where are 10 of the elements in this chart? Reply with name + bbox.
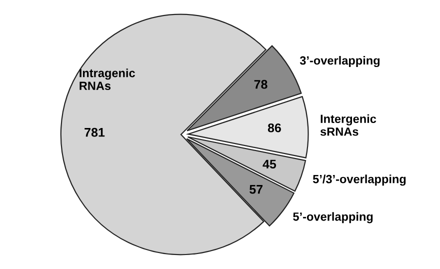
- slice-label: 5’-overlapping: [293, 212, 373, 224]
- data-label: 45: [262, 160, 276, 169]
- slice-label: 5’/3’-overlapping: [312, 174, 406, 186]
- data-label: 78: [254, 80, 268, 89]
- data-label: 86: [268, 123, 281, 132]
- data-label: 781: [84, 128, 105, 137]
- slice-label: Intergenic sRNAs: [320, 114, 376, 136]
- slice-label: Intragenic RNAs: [80, 68, 135, 90]
- data-label: 57: [250, 185, 263, 194]
- slice-label: 3’-overlapping: [300, 56, 380, 68]
